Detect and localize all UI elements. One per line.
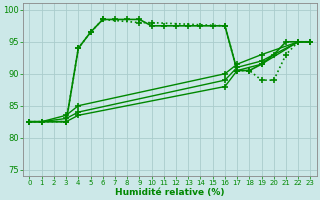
X-axis label: Humidité relative (%): Humidité relative (%) [115,188,225,197]
